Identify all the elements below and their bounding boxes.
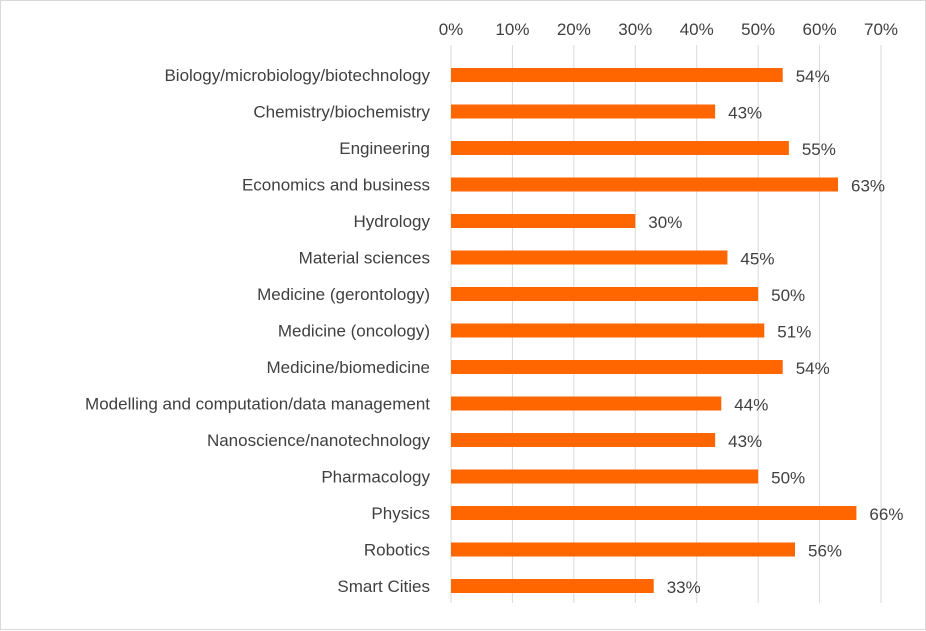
- category-label: Modelling and computation/data managemen…: [85, 395, 430, 414]
- x-axis-tick-labels: 0% 10% 20% 30% 40% 50% 60% 70%: [439, 20, 898, 39]
- data-label: 51%: [777, 323, 811, 342]
- category-label: Material sciences: [299, 249, 430, 268]
- category-label: Nanoscience/nanotechnology: [207, 431, 431, 450]
- data-label: 66%: [869, 505, 903, 524]
- data-label: 54%: [796, 67, 830, 86]
- category-label: Hydrology: [353, 212, 430, 231]
- category-label: Medicine (oncology): [278, 322, 430, 341]
- data-label: 44%: [734, 396, 768, 415]
- data-label: 45%: [740, 250, 774, 269]
- data-label: 50%: [771, 286, 805, 305]
- category-label: Smart Cities: [337, 577, 430, 596]
- category-label: Medicine (gerontology): [257, 285, 430, 304]
- category-label: Economics and business: [242, 176, 430, 195]
- x-tick-label: 20%: [557, 20, 591, 39]
- bar: [451, 542, 795, 557]
- x-tick-label: 30%: [618, 20, 652, 39]
- data-label: 55%: [802, 140, 836, 159]
- bar: [451, 506, 857, 520]
- bar: [451, 68, 783, 82]
- bar: [451, 214, 636, 228]
- bar: [451, 287, 759, 301]
- data-label: 43%: [728, 104, 762, 123]
- data-label: 56%: [808, 542, 842, 561]
- bar: [451, 469, 759, 484]
- category-label: Physics: [371, 504, 430, 523]
- category-label: Biology/microbiology/biotechnology: [164, 66, 430, 85]
- category-label: Medicine/biomedicine: [267, 358, 430, 377]
- x-tick-label: 40%: [680, 20, 714, 39]
- category-label: Pharmacology: [321, 468, 430, 487]
- x-tick-label: 50%: [741, 20, 775, 39]
- data-label: 33%: [667, 578, 701, 597]
- category-label: Robotics: [364, 541, 430, 560]
- data-label: 54%: [796, 359, 830, 378]
- x-tick-label: 60%: [803, 20, 837, 39]
- bar: [451, 433, 716, 447]
- data-label: 30%: [648, 213, 682, 232]
- bars: [451, 68, 857, 593]
- data-label: 50%: [771, 469, 805, 488]
- data-label: 63%: [851, 177, 885, 196]
- data-labels: 54% 43% 55% 63% 30% 45% 50% 51% 54% 44% 43% 50% 66% 5…: [648, 67, 903, 597]
- x-tick-label: 10%: [495, 20, 529, 39]
- category-labels: Biology/microbiology/biotechnology Chemis…: [85, 66, 430, 596]
- category-label: Chemistry/biochemistry: [253, 103, 430, 122]
- bar: [451, 177, 838, 192]
- bar: [451, 141, 789, 155]
- bar: [451, 250, 728, 265]
- bar: [451, 360, 783, 374]
- bar: [451, 323, 765, 338]
- data-label: 43%: [728, 432, 762, 451]
- bar: [451, 579, 654, 593]
- x-tick-label: 0%: [439, 20, 464, 39]
- x-tick-label: 70%: [864, 20, 898, 39]
- category-label: Engineering: [339, 139, 430, 158]
- bar: [451, 396, 722, 411]
- bar: [451, 104, 716, 119]
